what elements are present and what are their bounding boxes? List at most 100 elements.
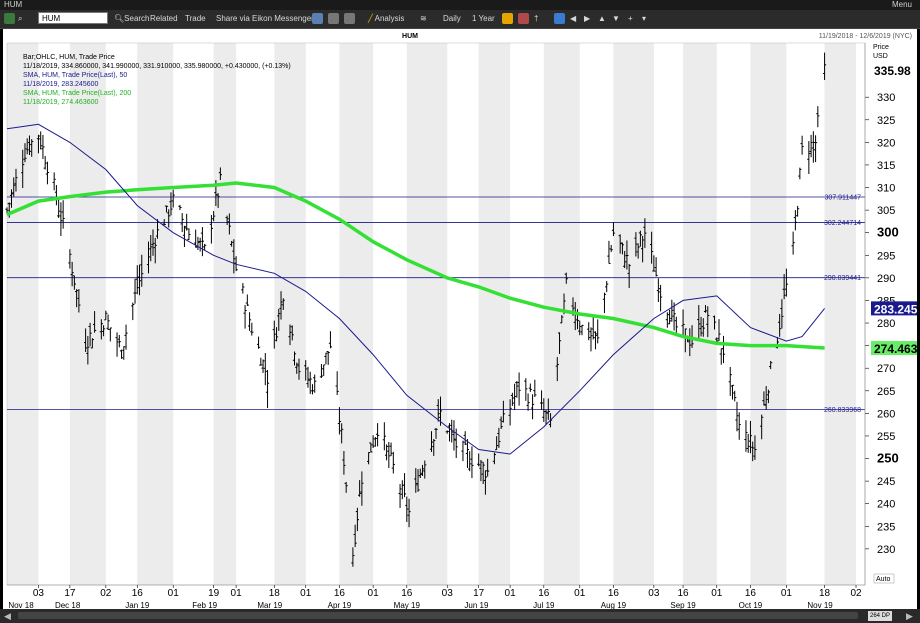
interval-menu[interactable]: Daily [443,14,461,23]
ohlc-bar [335,371,339,396]
more-icon[interactable]: ▾ [642,14,647,23]
ohlc-bar [225,215,229,225]
ohlc-bar [712,315,717,330]
last-price-label-bg [871,63,919,78]
ohlc-bar [625,240,629,270]
ohlc-bar [115,332,119,357]
ohlc-bar [164,205,169,213]
ohlc-bar [45,161,50,185]
crosshair-icon[interactable]: † [534,14,539,23]
chart-type-icon[interactable] [502,12,513,25]
ohlc-bar [634,232,638,257]
ohlc-bar [495,436,499,451]
y-tick-label: 315 [877,160,895,172]
search-icon[interactable]: ⌕ [18,14,23,23]
y-tick-label: 290 [877,273,895,285]
reference-line-label: 260.833968 [824,407,861,414]
period-band [69,43,106,585]
search-button[interactable]: 🔍︎Search [114,12,150,25]
ohlc-bar [479,459,483,482]
price-chart[interactable]: 307.911447 302.244714 290.039441 260.833968… [3,29,920,614]
ohlc-bar [218,167,222,180]
ohlc-bar [748,420,753,454]
ohlc-bar [753,435,757,460]
scroll-right-button[interactable]: ▶ [906,611,913,621]
share-button[interactable]: Share via Eikon Messenger... [216,14,321,23]
ohlc-bar [247,312,252,331]
menu-button[interactable]: Menu [891,0,912,9]
range-menu[interactable]: 1 Year [472,14,495,23]
auto-scale-button[interactable] [873,573,895,584]
scroll-left-icon[interactable]: ◀ [570,14,577,23]
ohlc-bar [261,359,265,373]
date-range: 11/19/2018 - 12/6/2019 (NYC) [819,33,912,40]
analysis-icon: ╱ [368,14,373,23]
ohlc-bar [306,366,310,388]
ohlc-bar [265,369,270,408]
ohlc-bar [524,378,528,401]
ohlc-bar [310,384,315,395]
ohlc-bar [149,235,153,262]
zoom-out-icon[interactable]: ▼ [612,14,620,23]
ohlc-bar [670,299,674,322]
horizontal-scrollbar[interactable]: ◀ 264 DP ▶ [0,609,920,623]
related-menu[interactable]: Related [150,14,178,23]
ohlc-bar [391,451,395,474]
chart-area[interactable]: 307.911447 302.244714 290.039441 260.833968… [3,29,920,614]
ohlc-bar [784,268,788,297]
undo-icon[interactable] [312,12,323,25]
trade-menu[interactable]: Trade [185,14,206,23]
ohlc-bar [813,135,818,163]
ohlc-bar [21,149,25,189]
ohlc-bar [452,420,456,451]
ric-input[interactable]: HUM [38,12,108,24]
ohlc-bar [429,431,434,453]
ohlc-bar [760,414,764,440]
camera-icon[interactable] [328,12,339,25]
ohlc-bar [358,480,362,497]
ohlc-bar [620,242,625,255]
x-month-label: Nov 19 [807,601,833,610]
ohlc-bar [153,237,157,264]
ohlc-bar [194,229,198,248]
x-tick-label: 16 [678,588,690,599]
ohlc-bar [416,469,420,492]
scroll-thumb[interactable] [18,612,858,619]
ohlc-bar [295,362,299,374]
bar-chart-icon[interactable] [518,12,529,25]
ohlc-bar [807,141,811,175]
print-icon[interactable] [344,12,355,25]
ohlc-bar [256,336,261,349]
scroll-right-icon[interactable]: ▶ [584,14,591,23]
ohlc-bar [650,231,654,264]
sma50-last-label: 283.245 [874,302,917,316]
analysis-menu[interactable]: ╱ Analysis [368,12,404,25]
ohlc-bar [517,372,521,406]
studies-icon[interactable]: ≋ [420,14,427,23]
grid-icon[interactable] [554,12,565,25]
ohlc-bar [672,302,676,331]
ohlc-bar [423,460,427,479]
ohlc-bar [250,322,254,336]
ohlc-bar [483,470,488,495]
x-tick-label: 01 [711,588,723,599]
ohlc-bar [400,480,404,500]
ohlc-bar [418,468,422,478]
add-icon[interactable]: + [628,14,633,23]
up-arrow-icon[interactable] [4,12,15,25]
ohlc-bar [259,357,263,366]
ohlc-bar [778,313,782,337]
zoom-in-icon[interactable]: ▲ [598,14,606,23]
scroll-left-button[interactable]: ◀ [4,611,11,621]
ohlc-bar [12,177,16,197]
zoom-indicator[interactable]: 264 DP [868,611,892,621]
ohlc-bar [135,265,139,295]
ohlc-bar [539,390,544,410]
ohlc-bar [798,167,802,180]
ohlc-bar [101,325,106,337]
ohlc-bar [196,236,200,251]
ohlc-bar [180,213,184,232]
x-month-label: Jun 19 [464,601,489,610]
ohlc-bar [811,131,815,163]
ohlc-bar [530,394,535,420]
